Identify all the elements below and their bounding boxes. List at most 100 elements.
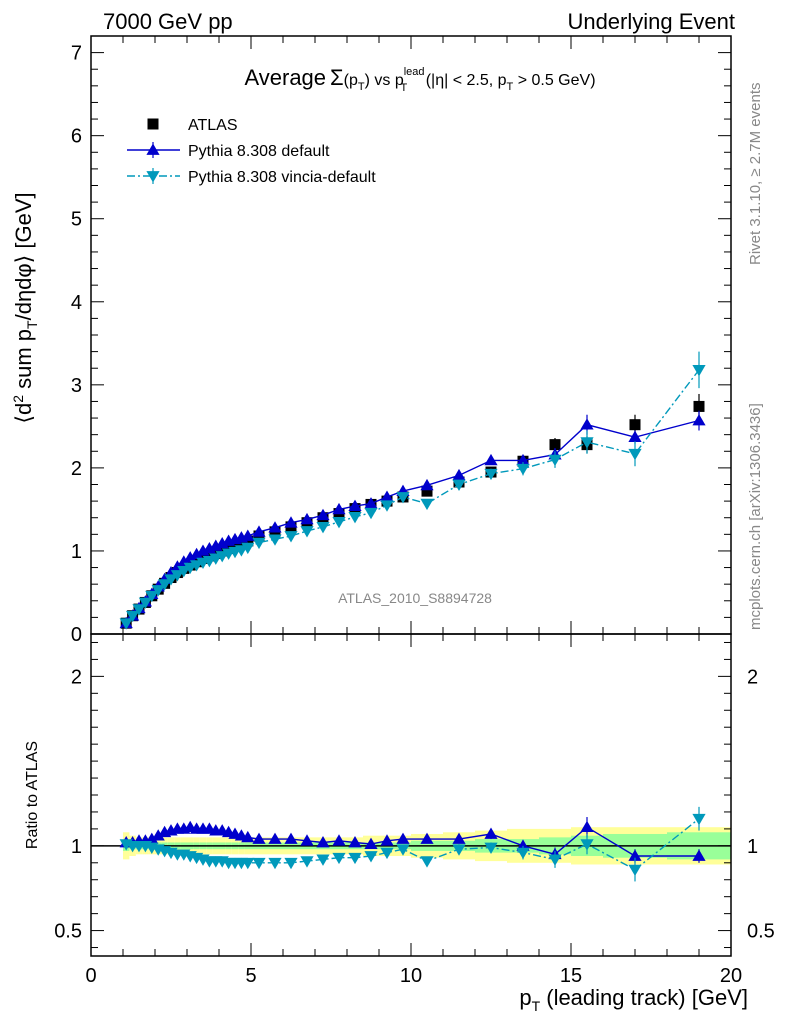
point-default — [692, 414, 706, 426]
ratio-y-tick-label-right: 2 — [747, 666, 758, 688]
title-sigma: Σ — [330, 65, 344, 90]
ratio-point-default — [252, 832, 266, 844]
ratio-y-axis-label: Ratio to ATLAS — [24, 741, 41, 849]
title-cut-a: (|η| < 2.5, p — [421, 72, 506, 89]
point-vincia — [452, 479, 466, 491]
point-vincia — [268, 534, 282, 546]
title-cut-sub: T — [507, 81, 514, 93]
main-y-tick-label: 7 — [71, 43, 82, 65]
point-default — [452, 468, 466, 481]
ratio-plot-frame — [90, 633, 732, 957]
ratio-point-vincia — [516, 847, 530, 860]
point-vincia — [348, 512, 362, 524]
legend-marker-default — [146, 143, 160, 155]
point-default — [516, 453, 530, 466]
ratio-point-vincia — [548, 854, 562, 866]
point-default — [241, 529, 255, 541]
point-default — [284, 516, 298, 528]
legend-label-atlas: ATLAS — [188, 117, 238, 134]
series-line-vincia — [125, 369, 700, 624]
main-panel-marks — [119, 351, 706, 630]
point-vincia — [364, 507, 378, 520]
point-vincia — [145, 590, 159, 603]
point-vincia — [300, 526, 314, 538]
ratio-point-vincia — [241, 857, 255, 870]
point-default — [580, 418, 594, 430]
legend-marker-vincia — [146, 171, 160, 183]
point-vincia — [484, 468, 498, 481]
ratio-point-default — [364, 837, 378, 850]
ratio-y-tick-label-right: 1 — [747, 836, 758, 858]
ratio-point-vincia — [396, 844, 410, 856]
ratio-point-vincia — [284, 857, 298, 870]
point-vincia — [132, 604, 146, 616]
ratio-point-default — [692, 849, 706, 861]
point-default — [316, 508, 330, 521]
legend: ATLAS Pythia 8.308 default Pythia 8.308 vi… — [127, 117, 376, 186]
title-vs-sub: T — [401, 82, 408, 94]
ylabel-sup: 2 — [10, 395, 26, 403]
header-left: 7000 GeV pp — [103, 9, 233, 34]
point-default — [190, 547, 204, 560]
point-atlas — [223, 542, 235, 554]
ratio-point-vincia — [692, 813, 706, 826]
title-paren-open: (p — [344, 72, 358, 89]
point-default — [420, 478, 434, 491]
point-atlas — [235, 537, 247, 549]
title-cut-b: > 0.5 GeV) — [513, 72, 595, 89]
analysis-watermark: ATLAS_2010_S8894728 — [338, 590, 492, 606]
point-default — [252, 525, 266, 537]
ylabel-sub: T — [24, 320, 40, 329]
ratio-point-default — [420, 832, 434, 844]
point-vincia — [164, 574, 178, 586]
point-default — [364, 497, 378, 509]
x-tick-label: 15 — [560, 965, 582, 987]
ratio-point-default — [396, 832, 410, 844]
point-vincia — [158, 579, 172, 591]
legend-label-default: Pythia 8.308 default — [188, 143, 330, 160]
x-tick-label: 20 — [720, 965, 742, 987]
ylabel-a: ⟨d — [11, 403, 36, 424]
title-paren-sub: T — [358, 81, 365, 93]
title-prefix: Average — [244, 65, 326, 90]
point-atlas — [693, 400, 705, 412]
point-vincia — [126, 610, 140, 623]
ratio-point-vincia — [348, 852, 362, 865]
point-default — [380, 490, 394, 502]
point-vincia — [628, 448, 642, 461]
ratio-y-tick-label-right: 0.5 — [747, 921, 775, 943]
point-default — [268, 521, 282, 533]
point-vincia — [420, 498, 434, 511]
ratio-point-vincia — [300, 856, 314, 868]
axes: 0 5 10 15 20 0 1 2 3 4 5 6 7 0.5 0.5 1 1 2 2 — [54, 35, 775, 987]
point-default — [183, 551, 197, 563]
point-vincia — [316, 521, 330, 534]
ratio-point-default — [628, 849, 642, 861]
main-y-tick-label: 5 — [71, 209, 82, 231]
ratio-point-default — [332, 834, 346, 846]
ratio-point-vincia — [628, 864, 642, 877]
ratio-point-default — [380, 834, 394, 846]
point-vincia — [516, 463, 530, 476]
ratio-point-default — [241, 830, 255, 843]
main-y-tick-label: 1 — [71, 541, 82, 563]
point-default — [628, 430, 642, 443]
ratio-point-vincia — [420, 856, 434, 868]
point-vincia — [151, 585, 165, 597]
mcplots-label: mcplots.cern.ch [arXiv:1306.3436] — [747, 403, 764, 630]
ratio-point-vincia — [316, 854, 330, 866]
point-default — [332, 502, 346, 515]
ylabel-b: sum p — [11, 329, 36, 395]
point-vincia — [252, 537, 266, 550]
legend-label-vincia: Pythia 8.308 vincia-default — [188, 169, 376, 186]
header-right: Underlying Event — [567, 9, 735, 34]
ratio-point-vincia — [268, 857, 282, 870]
point-atlas — [216, 545, 228, 557]
point-vincia — [548, 454, 562, 467]
main-y-axis-label: ⟨d2 sum pT/dηdφ⟩ [GeV] — [10, 192, 40, 423]
point-atlas — [549, 439, 561, 451]
point-atlas — [210, 547, 222, 559]
ratio-point-vincia — [580, 839, 594, 851]
xlabel-a: p — [519, 985, 531, 1010]
